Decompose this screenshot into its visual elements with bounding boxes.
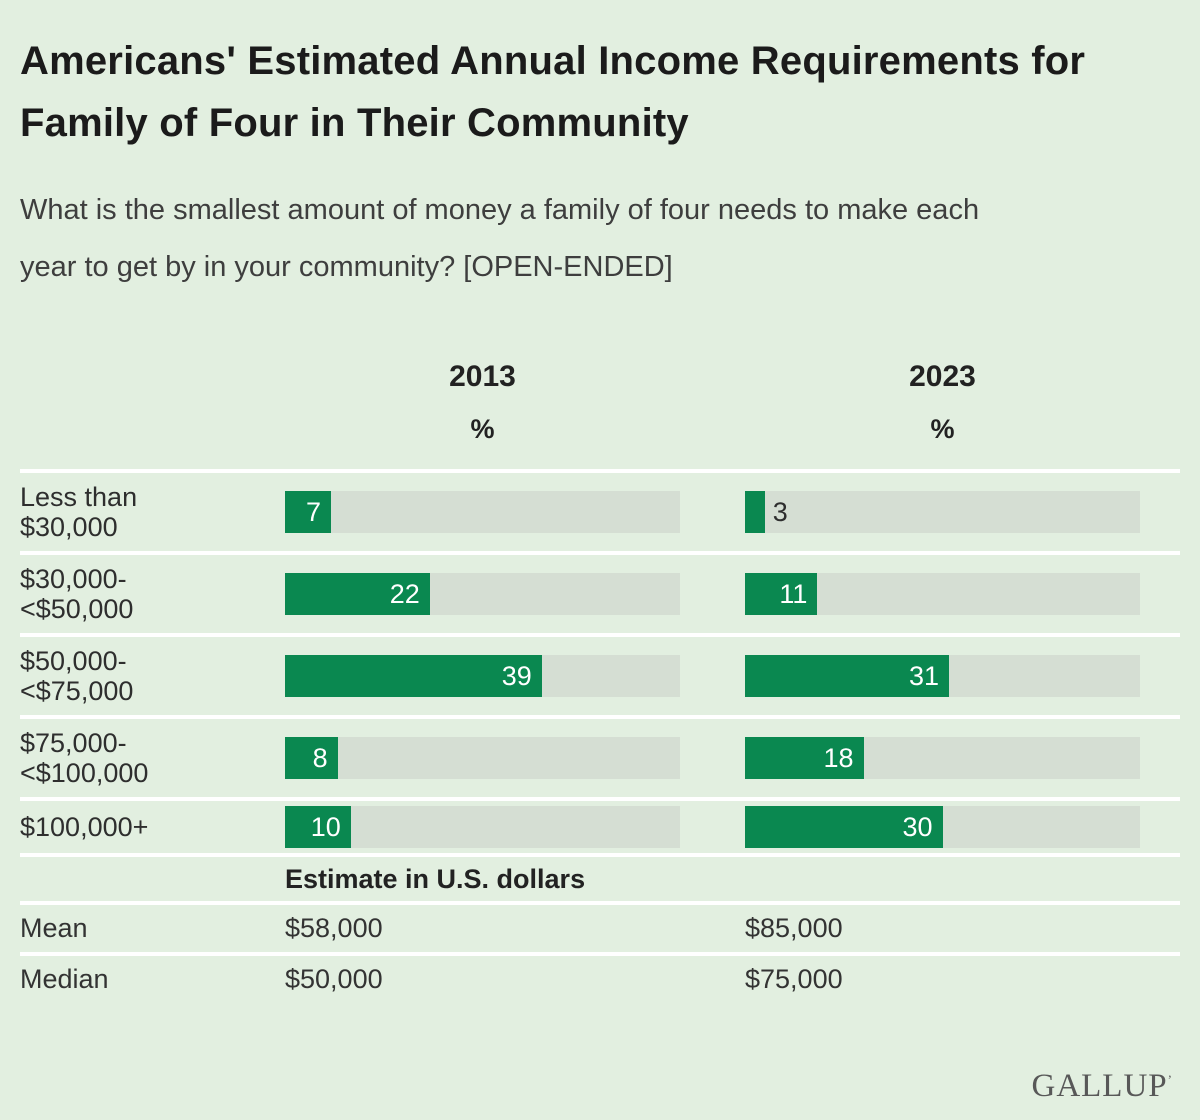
row-separator	[20, 469, 1180, 473]
row-separator	[20, 952, 1180, 956]
bar-2023: 30	[745, 806, 943, 848]
table-row-100k-plus: $100,000+ 10 30	[20, 801, 1200, 853]
bar-2013: 10	[285, 806, 351, 848]
bar-2013: 8	[285, 737, 338, 779]
bar-value: 8	[312, 742, 328, 773]
row-label: $30,000- <$50,000	[20, 564, 134, 624]
mean-2013: $58,000	[285, 913, 383, 943]
bar-2013: 7	[285, 491, 332, 533]
mean-2023: $85,000	[745, 913, 843, 943]
bar-value: 30	[902, 811, 933, 842]
unit-label-2013: %	[470, 414, 495, 444]
column-header-2013: 2013 %	[285, 358, 680, 445]
survey-question: What is the smallest amount of money a f…	[20, 194, 980, 283]
bar-value: 22	[389, 578, 420, 609]
bar-track-2013: 22	[285, 573, 680, 615]
header-spacer	[20, 445, 1200, 469]
table-row-50k-75k: $50,000- <$75,000 39 31	[20, 637, 1200, 715]
table-row-75k-100k: $75,000- <$100,000 8 18	[20, 719, 1200, 797]
table-row-30k-50k: $30,000- <$50,000 22 11	[20, 555, 1200, 633]
gallup-trademark-icon: ʼ	[1167, 1072, 1172, 1087]
unit-label-2023: %	[930, 414, 955, 444]
bar-track-2013: 7	[285, 491, 680, 533]
bar-2023: 18	[745, 737, 864, 779]
bar-track-2023: 18	[745, 737, 1140, 779]
row-separator	[20, 633, 1180, 637]
row-separator	[20, 853, 1180, 857]
row-label: $75,000- <$100,000	[20, 728, 149, 788]
bar-value: 39	[501, 660, 532, 691]
column-header-2023: 2023 %	[745, 358, 1140, 445]
bar-value: 7	[306, 496, 322, 527]
row-label: $50,000- <$75,000	[20, 646, 134, 706]
bar-track-2013: 10	[285, 806, 680, 848]
bar-2023: 3	[745, 491, 788, 533]
bar-track-2013: 8	[285, 737, 680, 779]
column-headers: 2013 % 2023 %	[20, 358, 1200, 445]
bar-2013: 22	[285, 573, 430, 615]
summary-label: Mean	[20, 913, 88, 943]
bar-2023: 11	[745, 573, 818, 615]
bar-track-2013: 39	[285, 655, 680, 697]
year-label-2023: 2023	[909, 360, 976, 393]
table-row-median: Median $50,000 $75,000	[20, 956, 1200, 1003]
gallup-logo: GALLUPʼ	[1031, 1068, 1172, 1105]
estimate-header: Estimate in U.S. dollars	[285, 863, 586, 894]
bar-track-2023: 3	[745, 491, 1140, 533]
row-separator	[20, 901, 1180, 905]
estimate-header-row: Estimate in U.S. dollars	[20, 857, 1200, 901]
year-label-2013: 2013	[449, 360, 516, 393]
summary-label: Median	[20, 964, 109, 994]
table-row-less-than-30k: Less than $30,000 7 3	[20, 473, 1200, 551]
bar-2023: 31	[745, 655, 950, 697]
bar-track-2023: 30	[745, 806, 1140, 848]
row-separator	[20, 797, 1180, 801]
bar-track-2023: 31	[745, 655, 1140, 697]
row-separator	[20, 715, 1180, 719]
bar-track-2023: 11	[745, 573, 1140, 615]
bar-value: 10	[310, 811, 341, 842]
bar-value: 31	[909, 660, 940, 691]
row-label: $100,000+	[20, 812, 149, 842]
bar-value: 11	[779, 578, 808, 609]
median-2013: $50,000	[285, 964, 383, 994]
chart-title: Americans' Estimated Annual Income Requi…	[20, 39, 1086, 145]
chart-page: Americans' Estimated Annual Income Requi…	[0, 30, 1200, 1003]
table-row-mean: Mean $58,000 $85,000	[20, 905, 1200, 952]
bar-value: 18	[823, 742, 854, 773]
row-separator	[20, 551, 1180, 555]
gallup-logo-text: GALLUP	[1031, 1068, 1168, 1104]
bar-2013: 39	[285, 655, 542, 697]
bar-value: 3	[772, 496, 788, 527]
row-label: Less than $30,000	[20, 482, 138, 542]
median-2023: $75,000	[745, 964, 843, 994]
